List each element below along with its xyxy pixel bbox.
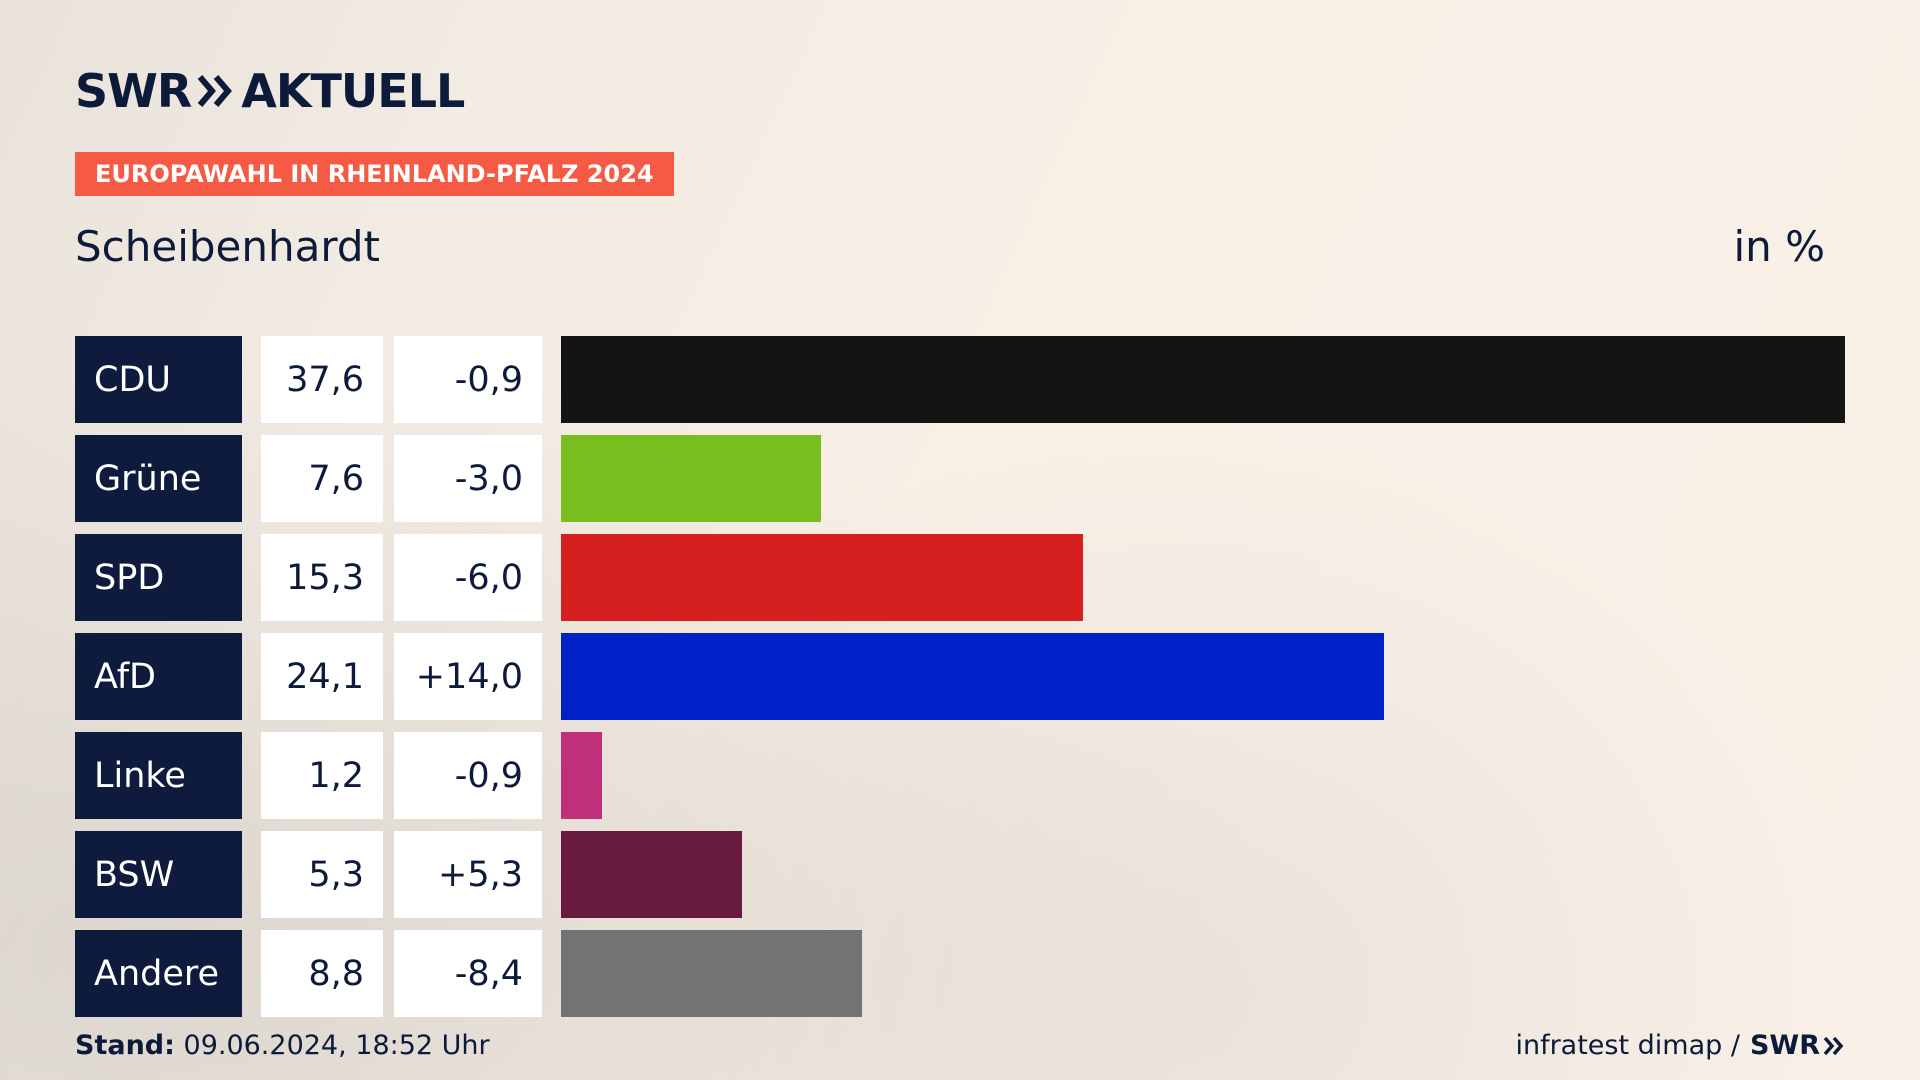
vote-share-label: 37,6	[261, 336, 383, 423]
party-label: CDU	[75, 336, 242, 423]
result-bar	[561, 732, 602, 819]
unit-label: in %	[1733, 222, 1825, 271]
change-label: -0,9	[394, 732, 542, 819]
result-bar	[561, 831, 742, 918]
swr-aktuell-logo: SWR AKTUELL	[75, 64, 465, 118]
change-label: -3,0	[394, 435, 542, 522]
election-tag: EUROPAWAHL IN RHEINLAND-PFALZ 2024	[75, 152, 674, 196]
change-label: -6,0	[394, 534, 542, 621]
party-label: Andere	[75, 930, 242, 1017]
stand-value: 09.06.2024, 18:52 Uhr	[183, 1030, 490, 1061]
vote-share-label: 5,3	[261, 831, 383, 918]
logo-swr-text: SWR	[75, 64, 192, 118]
party-label: AfD	[75, 633, 242, 720]
footer-brand-text: SWR	[1749, 1030, 1820, 1061]
result-bar	[561, 534, 1083, 621]
result-bar	[561, 930, 862, 1017]
vote-share-label: 8,8	[261, 930, 383, 1017]
vote-share-label: 7,6	[261, 435, 383, 522]
change-label: -0,9	[394, 336, 542, 423]
vote-share-label: 15,3	[261, 534, 383, 621]
party-label: BSW	[75, 831, 242, 918]
result-row: Linke 1,2 -0,9	[75, 732, 1845, 819]
change-label: +5,3	[394, 831, 542, 918]
result-bar	[561, 633, 1384, 720]
vote-share-label: 1,2	[261, 732, 383, 819]
source-credit: infratest dimap / SWR	[1515, 1030, 1845, 1061]
party-label: Grüne	[75, 435, 242, 522]
result-row: Andere 8,8 -8,4	[75, 930, 1845, 1017]
timestamp: Stand: 09.06.2024, 18:52 Uhr	[75, 1030, 490, 1061]
result-bar	[561, 336, 1845, 423]
source-text: infratest dimap /	[1515, 1030, 1740, 1061]
result-row: CDU 37,6 -0,9	[75, 336, 1845, 423]
party-label: SPD	[75, 534, 242, 621]
change-label: -8,4	[394, 930, 542, 1017]
double-chevron-icon	[198, 75, 233, 107]
double-chevron-icon	[1823, 1036, 1844, 1055]
footer-brand: SWR	[1750, 1030, 1845, 1061]
change-label: +14,0	[394, 633, 542, 720]
result-row: SPD 15,3 -6,0	[75, 534, 1845, 621]
result-row: Grüne 7,6 -3,0	[75, 435, 1845, 522]
party-label: Linke	[75, 732, 242, 819]
vote-share-label: 24,1	[261, 633, 383, 720]
result-row: AfD 24,1 +14,0	[75, 633, 1845, 720]
result-row: BSW 5,3 +5,3	[75, 831, 1845, 918]
logo-aktuell-text: AKTUELL	[241, 64, 465, 118]
stand-label: Stand:	[75, 1030, 175, 1061]
place-title: Scheibenhardt	[75, 222, 381, 271]
result-bar	[561, 435, 821, 522]
